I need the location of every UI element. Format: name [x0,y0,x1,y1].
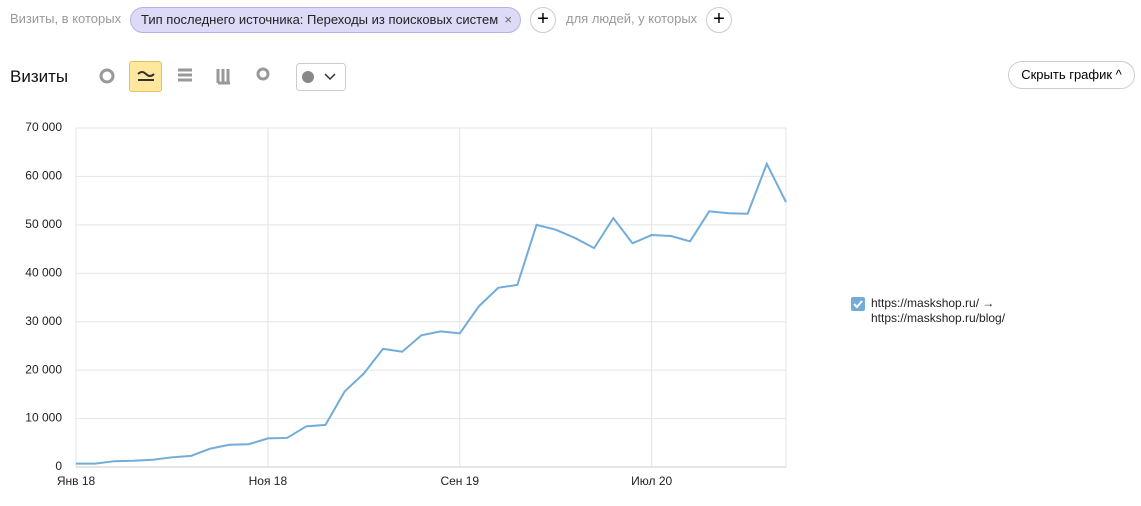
y-tick-label: 70 000 [25,120,62,134]
filter-suffix: для людей, у которых [566,11,698,26]
filter-pill[interactable]: Тип последнего источника: Переходы из по… [130,7,521,33]
x-tick-label: Сен 19 [440,474,479,488]
y-tick-label: 10 000 [25,411,62,425]
y-tick-label: 40 000 [25,265,62,279]
pill-remove[interactable]: × [504,12,512,27]
add-button[interactable]: + [706,7,732,33]
add-button[interactable]: + [530,7,556,33]
section-title: Визиты [10,67,69,86]
x-tick-label: Янв 18 [57,474,96,488]
y-tick-label: 30 000 [25,314,62,328]
y-tick-label: 50 000 [25,217,62,231]
area-icon[interactable] [178,68,192,82]
button-label: Скрыть график [1021,67,1113,82]
series-line [76,161,787,465]
pie-icon[interactable] [99,68,115,84]
bar-icon[interactable] [216,69,230,85]
dropdown[interactable] [296,63,346,91]
line-icon[interactable] [137,71,155,81]
x-tick-label: Июл 20 [631,474,672,488]
active-view[interactable] [129,61,162,92]
y-tick-label: 0 [55,459,62,473]
pill-text: Тип последнего источника: Переходы из по… [141,12,499,27]
comment-icon [302,71,314,83]
toolbar-icons [99,63,346,91]
chevron [324,73,336,81]
chart: 0 10 000 20 000 30 000 40 000 50 000 60 000 70 … [25,120,787,488]
legend-checkbox[interactable] [851,297,865,311]
y-tick-label: 60 000 [25,169,62,183]
map-icon[interactable] [256,67,270,81]
x-tick-label: Ноя 18 [249,474,288,488]
filter-label: Визиты, в которых [10,11,122,26]
hide-chart-button[interactable]: Скрыть график ^ [1008,61,1135,89]
y-tick-label: 20 000 [25,362,62,376]
legend-label: https://maskshop.ru/ → https://maskshop.… [871,296,1006,325]
